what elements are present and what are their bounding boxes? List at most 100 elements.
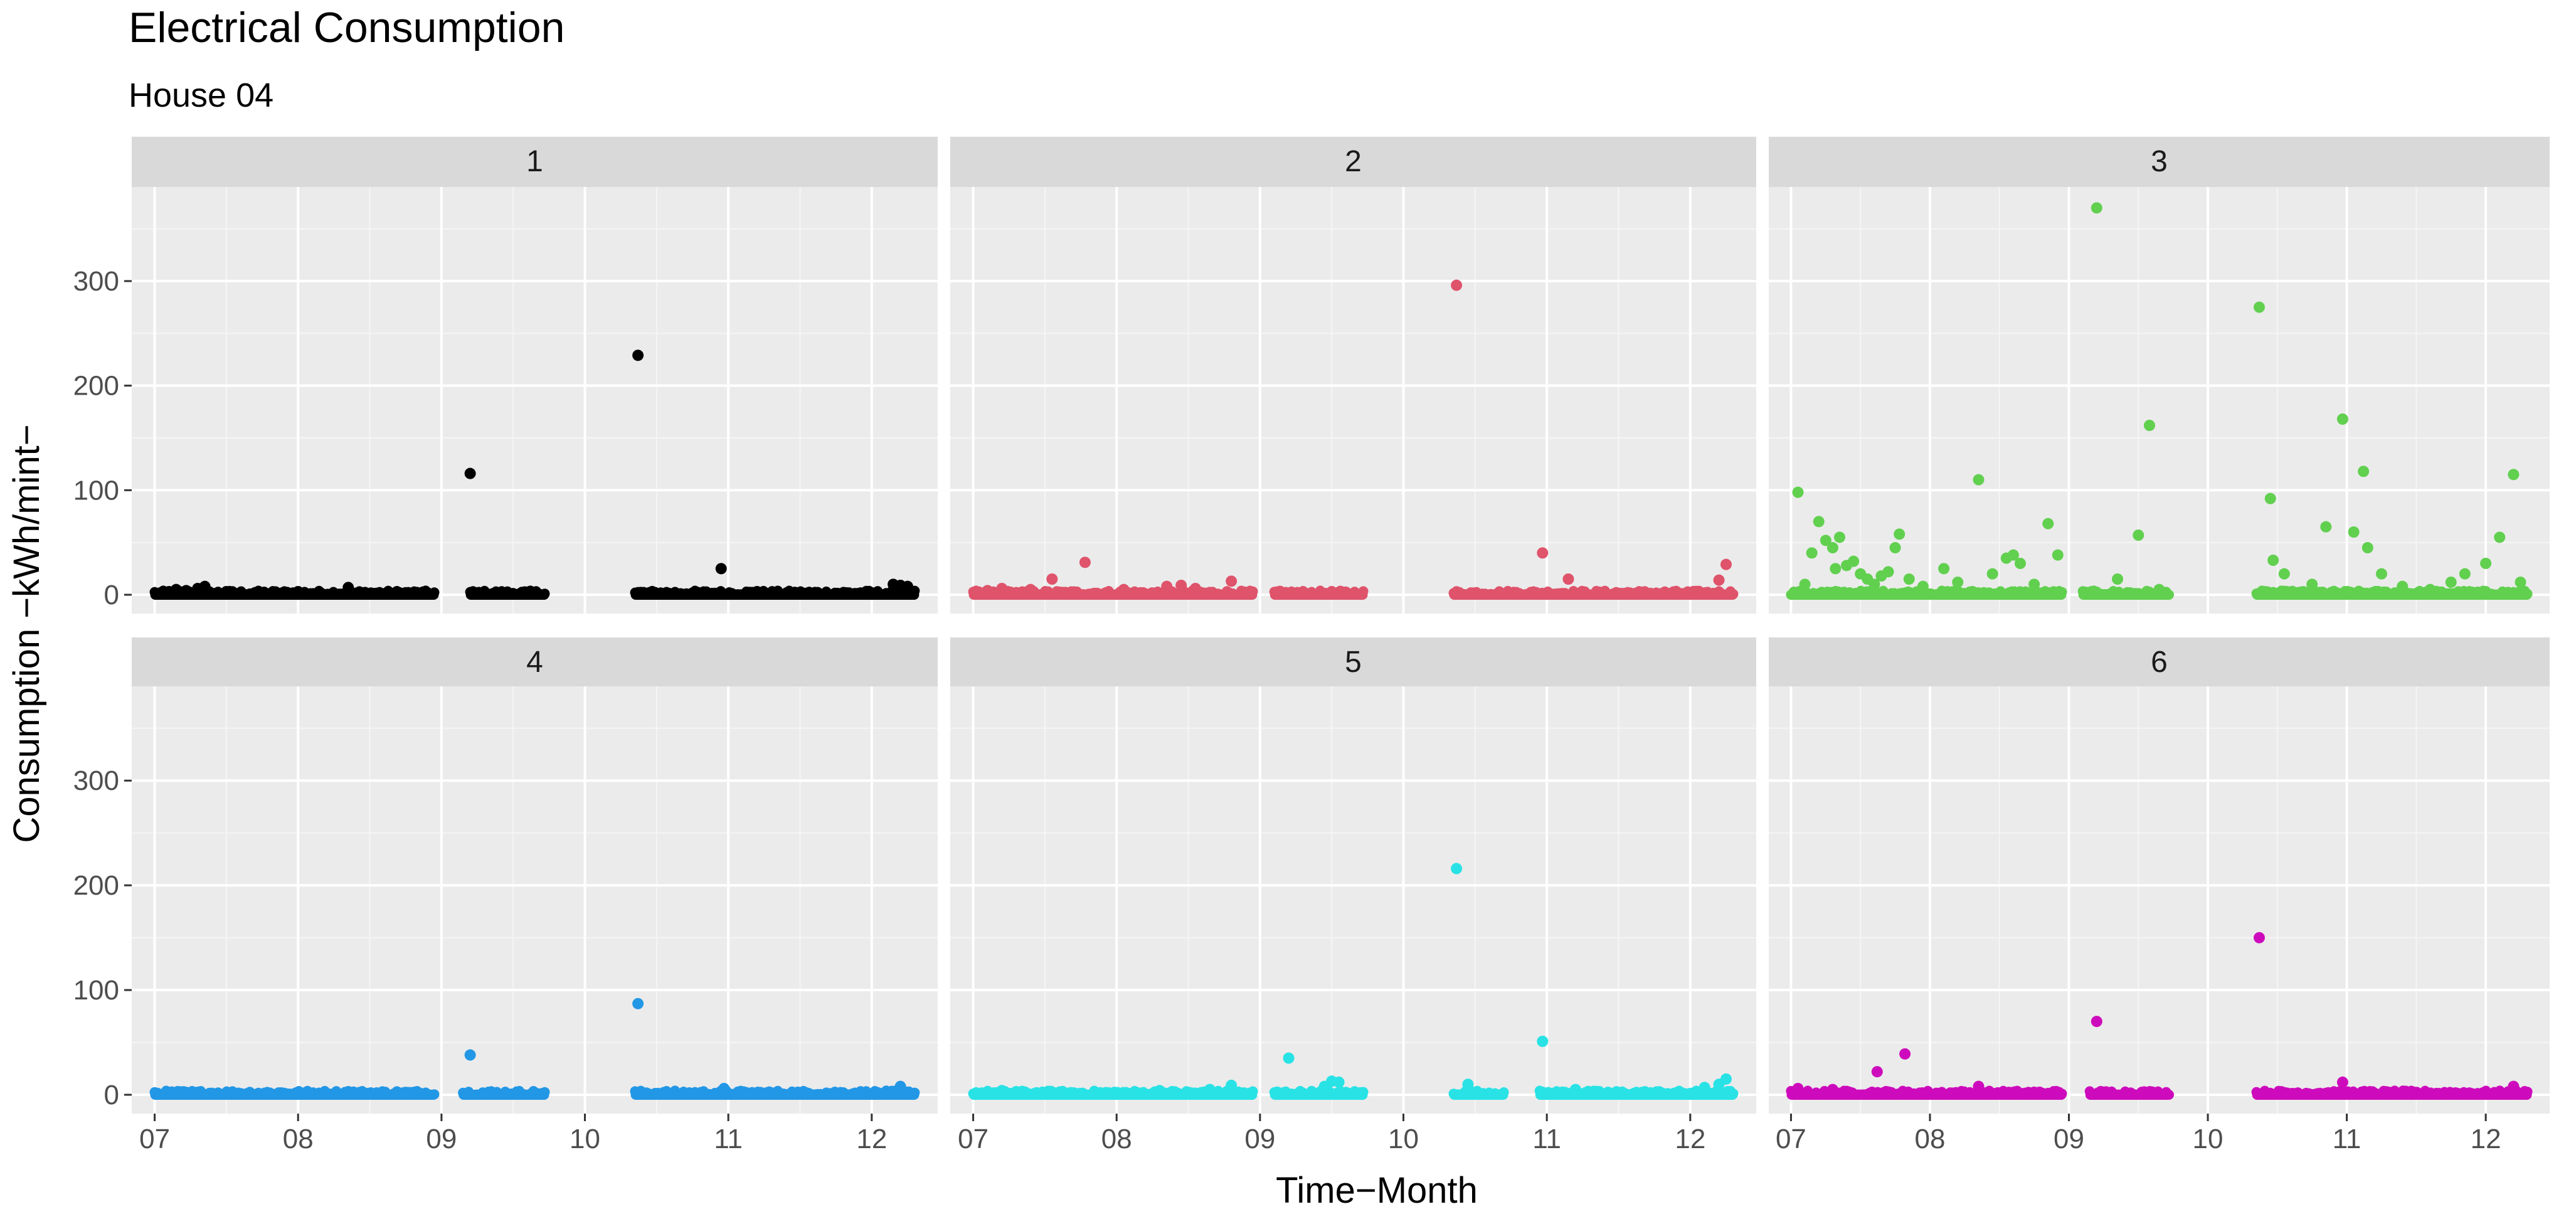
data-point — [1806, 547, 1818, 559]
data-point — [1826, 542, 1838, 553]
x-tick-label: 07 — [139, 1124, 170, 1154]
data-point — [1537, 547, 1549, 559]
data-point — [1204, 1084, 1216, 1095]
data-point — [715, 563, 727, 575]
data-point — [2336, 413, 2348, 425]
data-point — [2153, 583, 2165, 595]
data-point — [2508, 1080, 2520, 1092]
x-tick-label: 12 — [1675, 1124, 1705, 1154]
data-point — [2361, 542, 2373, 553]
data-point — [342, 582, 354, 594]
data-point — [170, 583, 182, 595]
facet-panel-2: 2 — [950, 137, 1756, 614]
data-point — [2267, 555, 2279, 566]
data-point — [2424, 583, 2436, 595]
data-point — [2254, 932, 2266, 944]
y-tick-label: 200 — [73, 870, 119, 901]
data-point — [1889, 542, 1901, 553]
data-point — [2522, 1087, 2533, 1097]
data-point — [2397, 580, 2409, 592]
data-point — [2133, 530, 2144, 541]
data-point — [2278, 568, 2290, 580]
data-point — [1010, 1085, 1022, 1097]
data-point — [1333, 1076, 1345, 1088]
data-point — [1010, 587, 1022, 599]
data-point — [2057, 587, 2067, 597]
data-point — [1894, 528, 1905, 540]
y-tick-label: 100 — [73, 975, 119, 1006]
data-point — [292, 586, 304, 597]
data-point — [1713, 574, 1725, 586]
data-point — [2057, 1089, 2067, 1099]
data-point — [464, 467, 476, 479]
facet-panel-6: 6 07 08 09 10 11 12 — [1769, 637, 2550, 1154]
data-point — [342, 1085, 354, 1097]
x-tick-label: 08 — [1101, 1124, 1132, 1154]
data-point — [2459, 568, 2471, 580]
data-point — [1025, 583, 1037, 595]
data-point — [1462, 1078, 1474, 1090]
data-points — [968, 863, 1739, 1100]
data-point — [2515, 577, 2526, 588]
x-tick-label: 11 — [2333, 1124, 2361, 1154]
facet-panel-1: 1 0 100 200 300 — [73, 137, 938, 614]
data-points — [149, 349, 920, 600]
data-point — [1799, 578, 1811, 590]
data-point — [1358, 586, 1369, 597]
data-point — [2348, 526, 2360, 538]
data-point — [1868, 578, 1880, 590]
data-point — [1537, 1035, 1549, 1047]
facet-strip-label: 6 — [2151, 646, 2168, 679]
data-point — [982, 585, 994, 597]
data-points — [1786, 932, 2533, 1100]
data-point — [2494, 531, 2506, 543]
data-point — [996, 1085, 1008, 1097]
data-point — [1792, 486, 1804, 498]
facet-strip — [950, 637, 1756, 686]
data-point — [1153, 1085, 1165, 1097]
facet-strip-label: 1 — [526, 145, 543, 178]
data-points — [968, 279, 1739, 600]
x-tick-label: 12 — [856, 1124, 887, 1154]
data-point — [2112, 573, 2124, 585]
data-point — [1720, 1073, 1732, 1085]
facet-strip-label: 3 — [2151, 145, 2168, 178]
data-point — [1848, 555, 1860, 567]
data-point — [1720, 558, 1732, 570]
data-point — [1826, 1084, 1838, 1095]
data-point — [2264, 493, 2276, 504]
data-point — [1973, 474, 1985, 486]
facet-panel-4: 4 0 100 200 300 07 08 09 10 11 12 — [73, 637, 938, 1154]
data-point — [1226, 1079, 1238, 1091]
x-tick-label: 09 — [426, 1124, 457, 1154]
x-tick-label: 09 — [2054, 1124, 2084, 1154]
x-tick-label: 07 — [958, 1124, 989, 1154]
data-point — [1248, 586, 1258, 597]
data-point — [1952, 577, 1964, 588]
data-point — [751, 586, 763, 597]
data-point — [199, 580, 211, 592]
data-points — [149, 998, 920, 1100]
data-point — [2306, 578, 2318, 590]
plot-background — [950, 686, 1756, 1114]
x-tick-label: 12 — [2471, 1124, 2501, 1154]
facet-strip — [132, 137, 938, 187]
data-point — [2042, 518, 2054, 530]
data-point — [249, 587, 261, 599]
data-point — [1899, 1048, 1911, 1060]
data-point — [2254, 301, 2266, 313]
plot-background — [1769, 187, 2550, 614]
plot-background — [1769, 686, 2550, 1114]
y-tick-label: 300 — [73, 266, 119, 297]
facet-strip — [1769, 137, 2550, 187]
data-point — [1792, 1082, 1804, 1094]
data-point — [2480, 558, 2492, 569]
data-point — [429, 1089, 440, 1100]
data-point — [996, 583, 1008, 594]
data-point — [2445, 577, 2457, 588]
plot-background — [132, 187, 938, 614]
data-point — [1039, 1087, 1051, 1099]
data-point — [1226, 575, 1238, 587]
